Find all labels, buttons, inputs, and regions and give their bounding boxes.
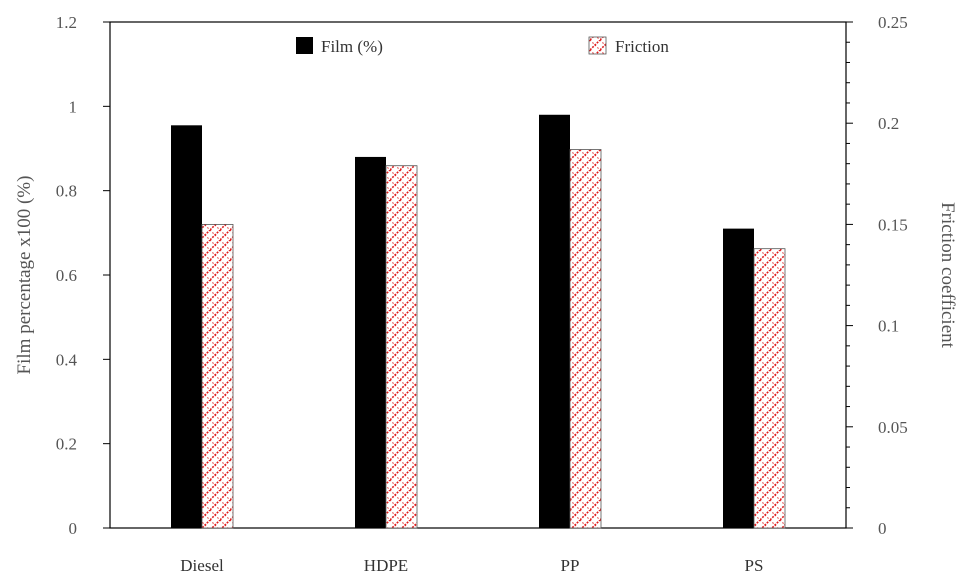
bar-film-hdpe bbox=[355, 156, 386, 528]
bars bbox=[171, 114, 786, 529]
bar-film-ps bbox=[723, 228, 754, 528]
y-axis-right-title: Friction coefficient bbox=[937, 202, 958, 349]
left-tick-label: 0.6 bbox=[56, 266, 77, 285]
category-label: PS bbox=[745, 556, 764, 575]
category-label: HDPE bbox=[364, 556, 408, 575]
left-tick-label: 0.4 bbox=[56, 350, 78, 369]
bar-friction-diesel bbox=[201, 223, 234, 529]
right-tick-label: 0.25 bbox=[878, 13, 908, 32]
right-tick-label: 0.15 bbox=[878, 215, 908, 234]
legend: Film (%) Friction bbox=[296, 36, 669, 56]
bar-friction-hdpe bbox=[385, 165, 418, 529]
category-label: PP bbox=[561, 556, 580, 575]
bar-film-pp bbox=[539, 114, 570, 529]
legend-label-film: Film (%) bbox=[321, 37, 383, 56]
legend-swatch-film bbox=[296, 37, 313, 54]
right-tick-label: 0.2 bbox=[878, 114, 899, 133]
bar-film-diesel bbox=[171, 125, 202, 528]
left-tick-label: 0.8 bbox=[56, 182, 77, 201]
left-tick-label: 1 bbox=[69, 97, 78, 116]
legend-swatch-friction bbox=[588, 36, 607, 55]
y-axis-title: Film percentage x100 (%) bbox=[14, 176, 35, 375]
bar-friction-ps bbox=[753, 248, 786, 529]
right-tick-label: 0.05 bbox=[878, 418, 908, 437]
left-tick-label: 0 bbox=[69, 519, 78, 538]
right-tick-label: 0 bbox=[878, 519, 887, 538]
bar-friction-pp bbox=[569, 149, 602, 529]
left-tick-label: 1.2 bbox=[56, 13, 77, 32]
right-axis: 0 0.05 0.1 0.15 0.2 0.25 bbox=[846, 13, 908, 538]
left-axis: 0 0.2 0.4 0.6 0.8 1 1.2 bbox=[56, 13, 110, 538]
left-tick-label: 0.2 bbox=[56, 435, 77, 454]
category-labels: Diesel HDPE PP PS bbox=[180, 556, 763, 575]
category-label: Diesel bbox=[180, 556, 224, 575]
legend-label-friction: Friction bbox=[615, 37, 669, 56]
right-tick-label: 0.1 bbox=[878, 317, 899, 336]
